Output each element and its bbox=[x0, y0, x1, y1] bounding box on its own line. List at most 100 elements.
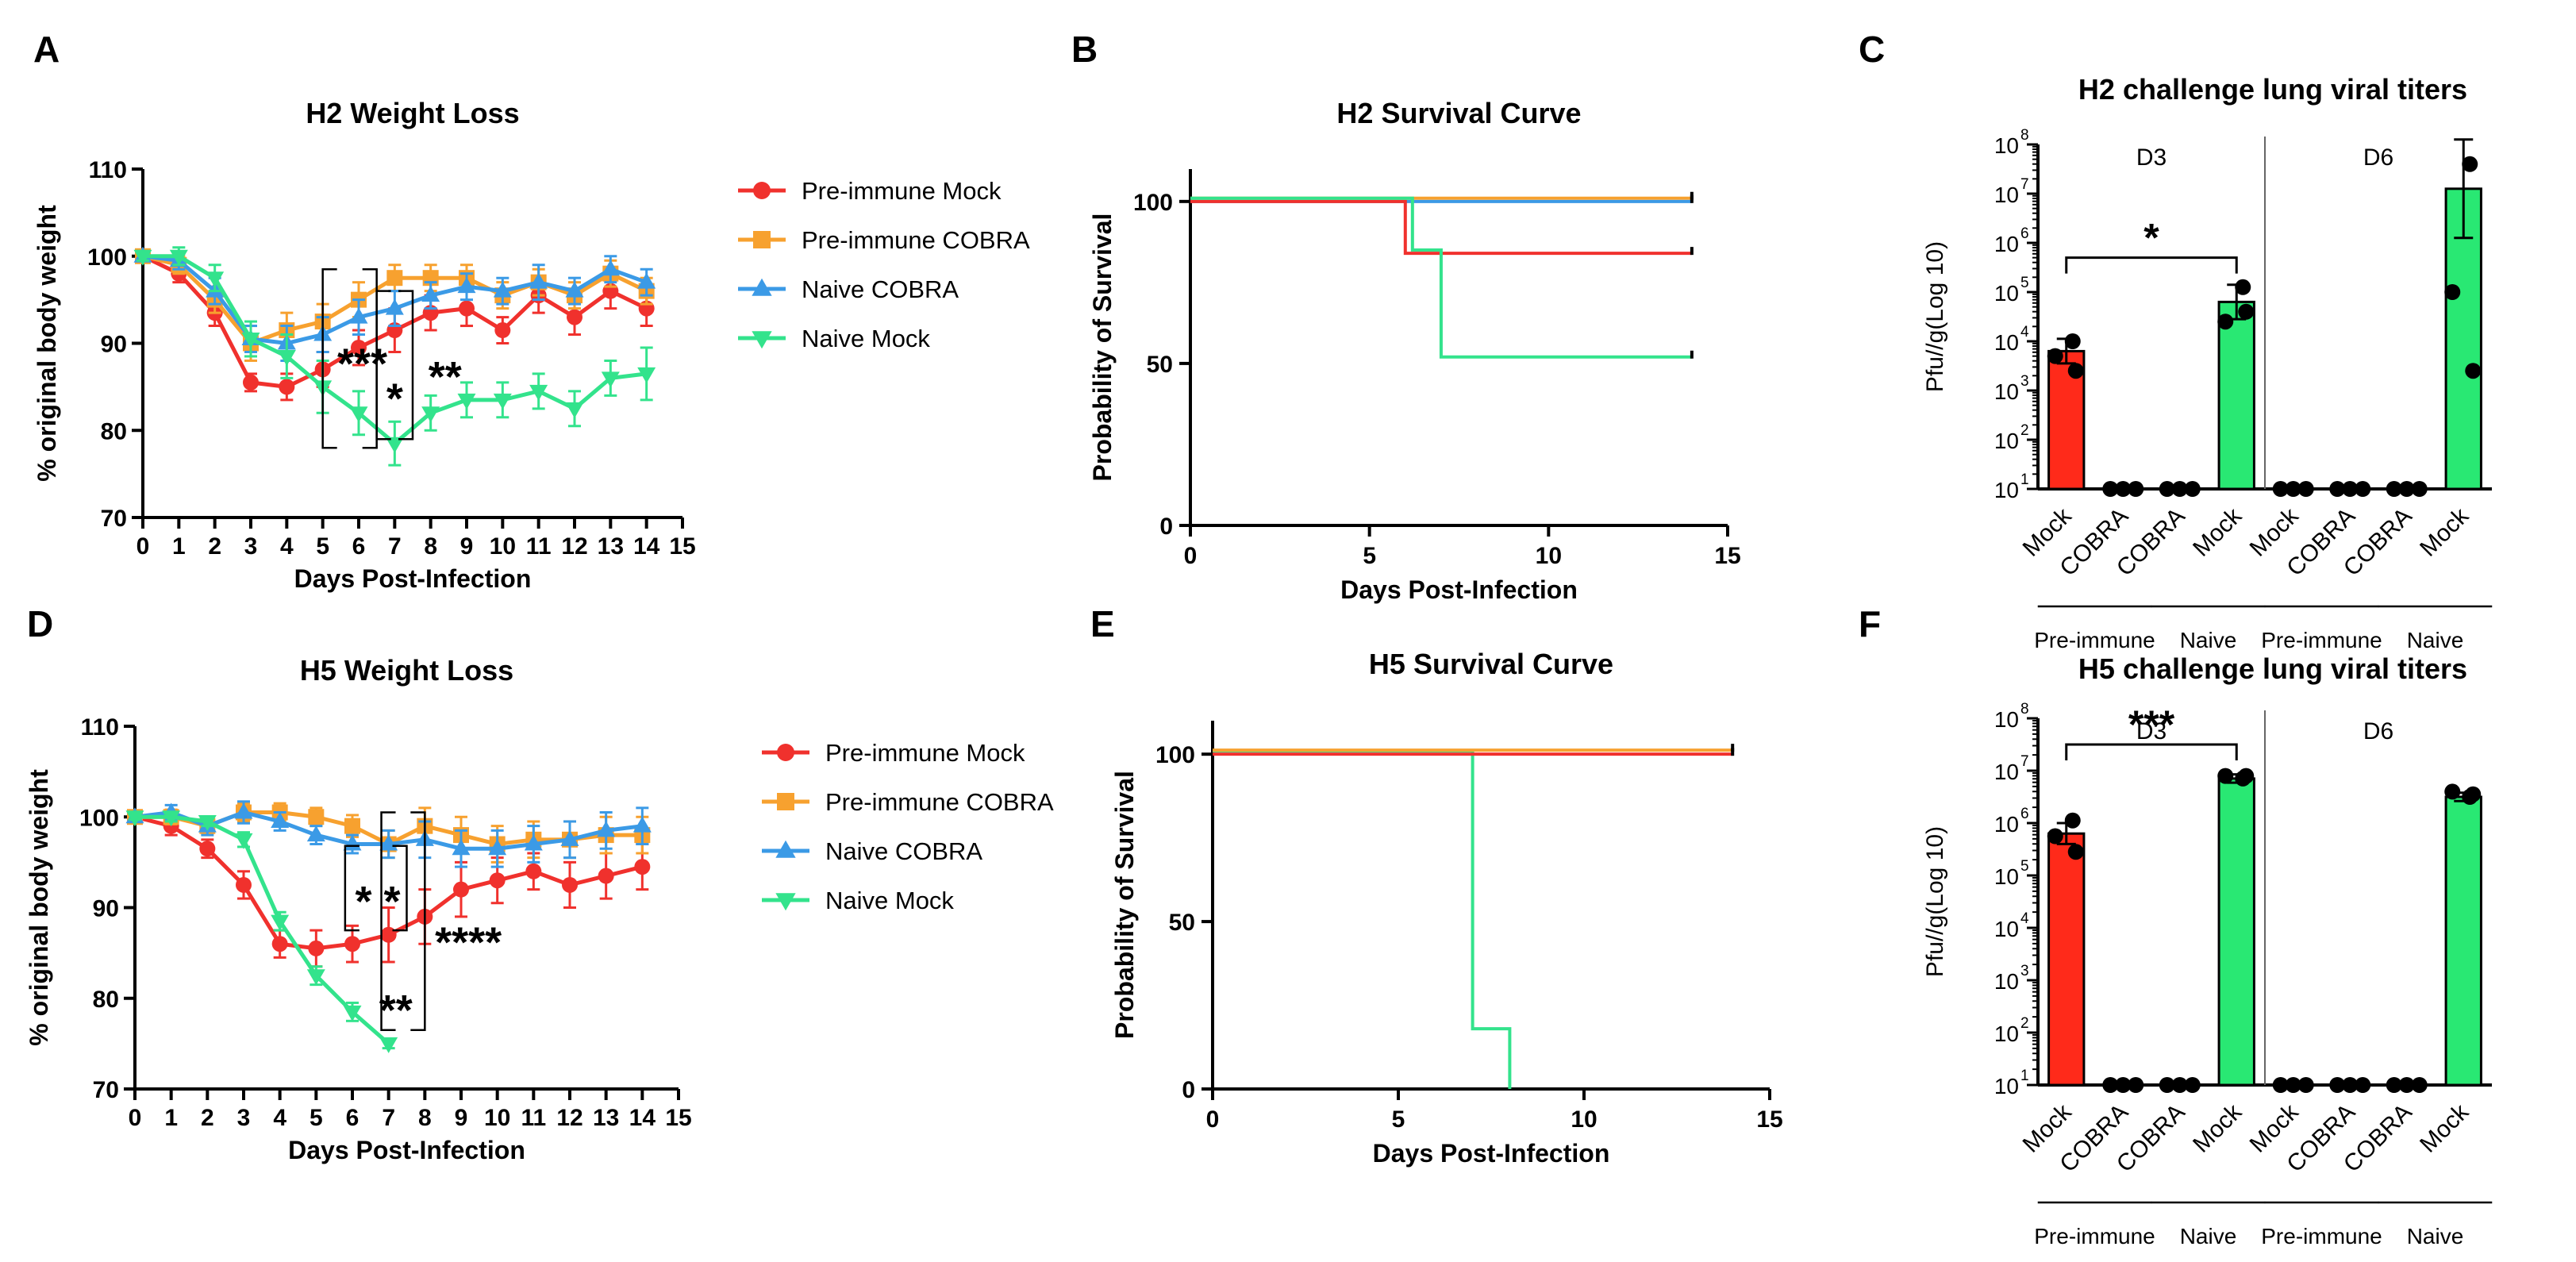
y-tick-exponent: 5 bbox=[2020, 858, 2029, 875]
y-tick-label: 10 bbox=[1994, 133, 2019, 158]
data-point bbox=[162, 810, 181, 827]
x-tick-label: 10 bbox=[490, 533, 516, 560]
replicate-point bbox=[2064, 333, 2081, 349]
data-point bbox=[243, 374, 259, 391]
y-tick-label: 10 bbox=[1994, 232, 2019, 256]
survival-line-naive-mock bbox=[1213, 748, 1512, 1089]
y-tick-label: 110 bbox=[81, 714, 119, 741]
legend-item-naive-mock: Naive Mock bbox=[738, 325, 930, 352]
data-point bbox=[560, 829, 579, 846]
replicate-point bbox=[2238, 303, 2255, 320]
data-point bbox=[277, 349, 296, 366]
significance-stars: * * bbox=[355, 878, 400, 925]
legend-marker bbox=[775, 840, 796, 858]
replicate-point bbox=[2297, 1077, 2314, 1093]
significance-bracket bbox=[375, 290, 414, 441]
y-tick-exponent: 7 bbox=[2020, 753, 2029, 770]
replicate-point bbox=[2285, 481, 2301, 497]
x-axis-label: Days Post-Infection bbox=[288, 1136, 525, 1164]
replicate-point bbox=[2465, 786, 2482, 802]
x-axis-label: Days Post-Infection bbox=[1373, 1139, 1610, 1168]
replicate-point bbox=[2115, 1077, 2132, 1093]
section-label-d6: D6 bbox=[2363, 718, 2393, 745]
x-tick-label: 8 bbox=[418, 1105, 432, 1131]
data-point bbox=[421, 286, 440, 302]
group-label-pre-immune: Pre-immune bbox=[2261, 628, 2382, 652]
group-label-pre-immune: Pre-immune bbox=[2034, 1224, 2155, 1249]
x-tick-label: 13 bbox=[598, 533, 624, 560]
y-tick-label: 0 bbox=[1182, 1077, 1195, 1103]
data-point bbox=[344, 936, 360, 952]
y-tick-label: 10 bbox=[1994, 330, 2019, 355]
data-point bbox=[169, 249, 188, 266]
chart-title: H2 Survival Curve bbox=[1336, 97, 1581, 129]
legend-item-pre-immune-cobra: Pre-immune COBRA bbox=[738, 226, 1030, 254]
significance-stars: *** bbox=[337, 340, 387, 387]
data-point bbox=[597, 821, 616, 837]
y-tick-label: 10 bbox=[1994, 864, 2019, 889]
replicate-point bbox=[2386, 481, 2402, 497]
x-tick-label: 0 bbox=[136, 533, 150, 560]
legend: Pre-immune Mock Pre-immune COBRA Naive COB… bbox=[738, 177, 1030, 352]
data-point bbox=[489, 872, 506, 889]
y-tick-label: 100 bbox=[87, 244, 127, 271]
significance-stars: **** bbox=[435, 918, 502, 966]
x-axis-label: Days Post-Infection bbox=[1340, 575, 1578, 604]
replicate-point bbox=[2285, 1077, 2301, 1093]
data-point bbox=[344, 818, 360, 834]
legend-marker bbox=[777, 793, 794, 810]
legend-label: Pre-immune COBRA bbox=[825, 788, 1054, 816]
data-point bbox=[234, 833, 253, 849]
x-category-label: Mock bbox=[2188, 502, 2247, 562]
x-tick-label: 9 bbox=[460, 533, 474, 560]
survival-line-pre-immune-mock bbox=[1190, 199, 1692, 256]
y-axis-label: Probability of Survival bbox=[1088, 214, 1117, 482]
x-tick-label: 13 bbox=[593, 1105, 619, 1131]
legend-marker bbox=[753, 182, 771, 199]
data-point bbox=[453, 881, 469, 898]
data-point bbox=[525, 863, 542, 879]
replicate-point bbox=[2355, 1077, 2371, 1093]
replicate-point bbox=[2329, 481, 2346, 497]
series-naive-cobra bbox=[133, 246, 656, 362]
y-tick-label: 90 bbox=[93, 896, 119, 922]
y-tick-label: 10 bbox=[1994, 379, 2019, 404]
data-point bbox=[351, 339, 367, 356]
replicate-point bbox=[2128, 481, 2144, 497]
replicate-point bbox=[2067, 363, 2084, 379]
x-tick-label: 3 bbox=[237, 1105, 251, 1131]
x-tick-label: 6 bbox=[352, 533, 366, 560]
legend-item-pre-immune-cobra: Pre-immune COBRA bbox=[762, 788, 1054, 816]
data-point bbox=[601, 371, 620, 388]
panel-b-survival-h2: H2 Survival Curve 0 50 100 0 5 10 15 Days Post-I… bbox=[1088, 97, 1741, 604]
data-point bbox=[457, 393, 476, 410]
y-tick-label: 10 bbox=[1994, 812, 2019, 837]
y-tick-label: 80 bbox=[93, 987, 119, 1013]
group-label-naive: Naive bbox=[2180, 628, 2237, 652]
y-tick-exponent: 1 bbox=[2020, 1068, 2029, 1084]
x-tick-label: 11 bbox=[526, 533, 552, 560]
replicate-point bbox=[2171, 1077, 2188, 1093]
panel-letter-a: A bbox=[33, 29, 60, 70]
data-point bbox=[452, 839, 471, 856]
x-tick-label: 10 bbox=[1536, 543, 1562, 569]
x-tick-label: 9 bbox=[455, 1105, 468, 1131]
y-tick-exponent: 6 bbox=[2020, 806, 2029, 822]
bar-mock bbox=[2217, 300, 2255, 491]
replicate-point bbox=[2067, 844, 2084, 860]
y-axis-label: Probability of Survival bbox=[1110, 771, 1139, 1039]
y-tick-exponent: 6 bbox=[2020, 225, 2029, 242]
y-tick-label: 80 bbox=[101, 418, 127, 444]
y-tick-label: 10 bbox=[1994, 183, 2019, 207]
bar-mock bbox=[2444, 795, 2482, 1087]
y-tick-exponent: 4 bbox=[2020, 910, 2029, 927]
panel-e-survival-h5: H5 Survival Curve 0 50 100 0 5 10 15 Days Post-I… bbox=[1110, 648, 1783, 1168]
replicate-point bbox=[2411, 481, 2428, 497]
legend-marker bbox=[777, 744, 794, 761]
data-point bbox=[271, 811, 290, 828]
data-point bbox=[271, 936, 288, 952]
